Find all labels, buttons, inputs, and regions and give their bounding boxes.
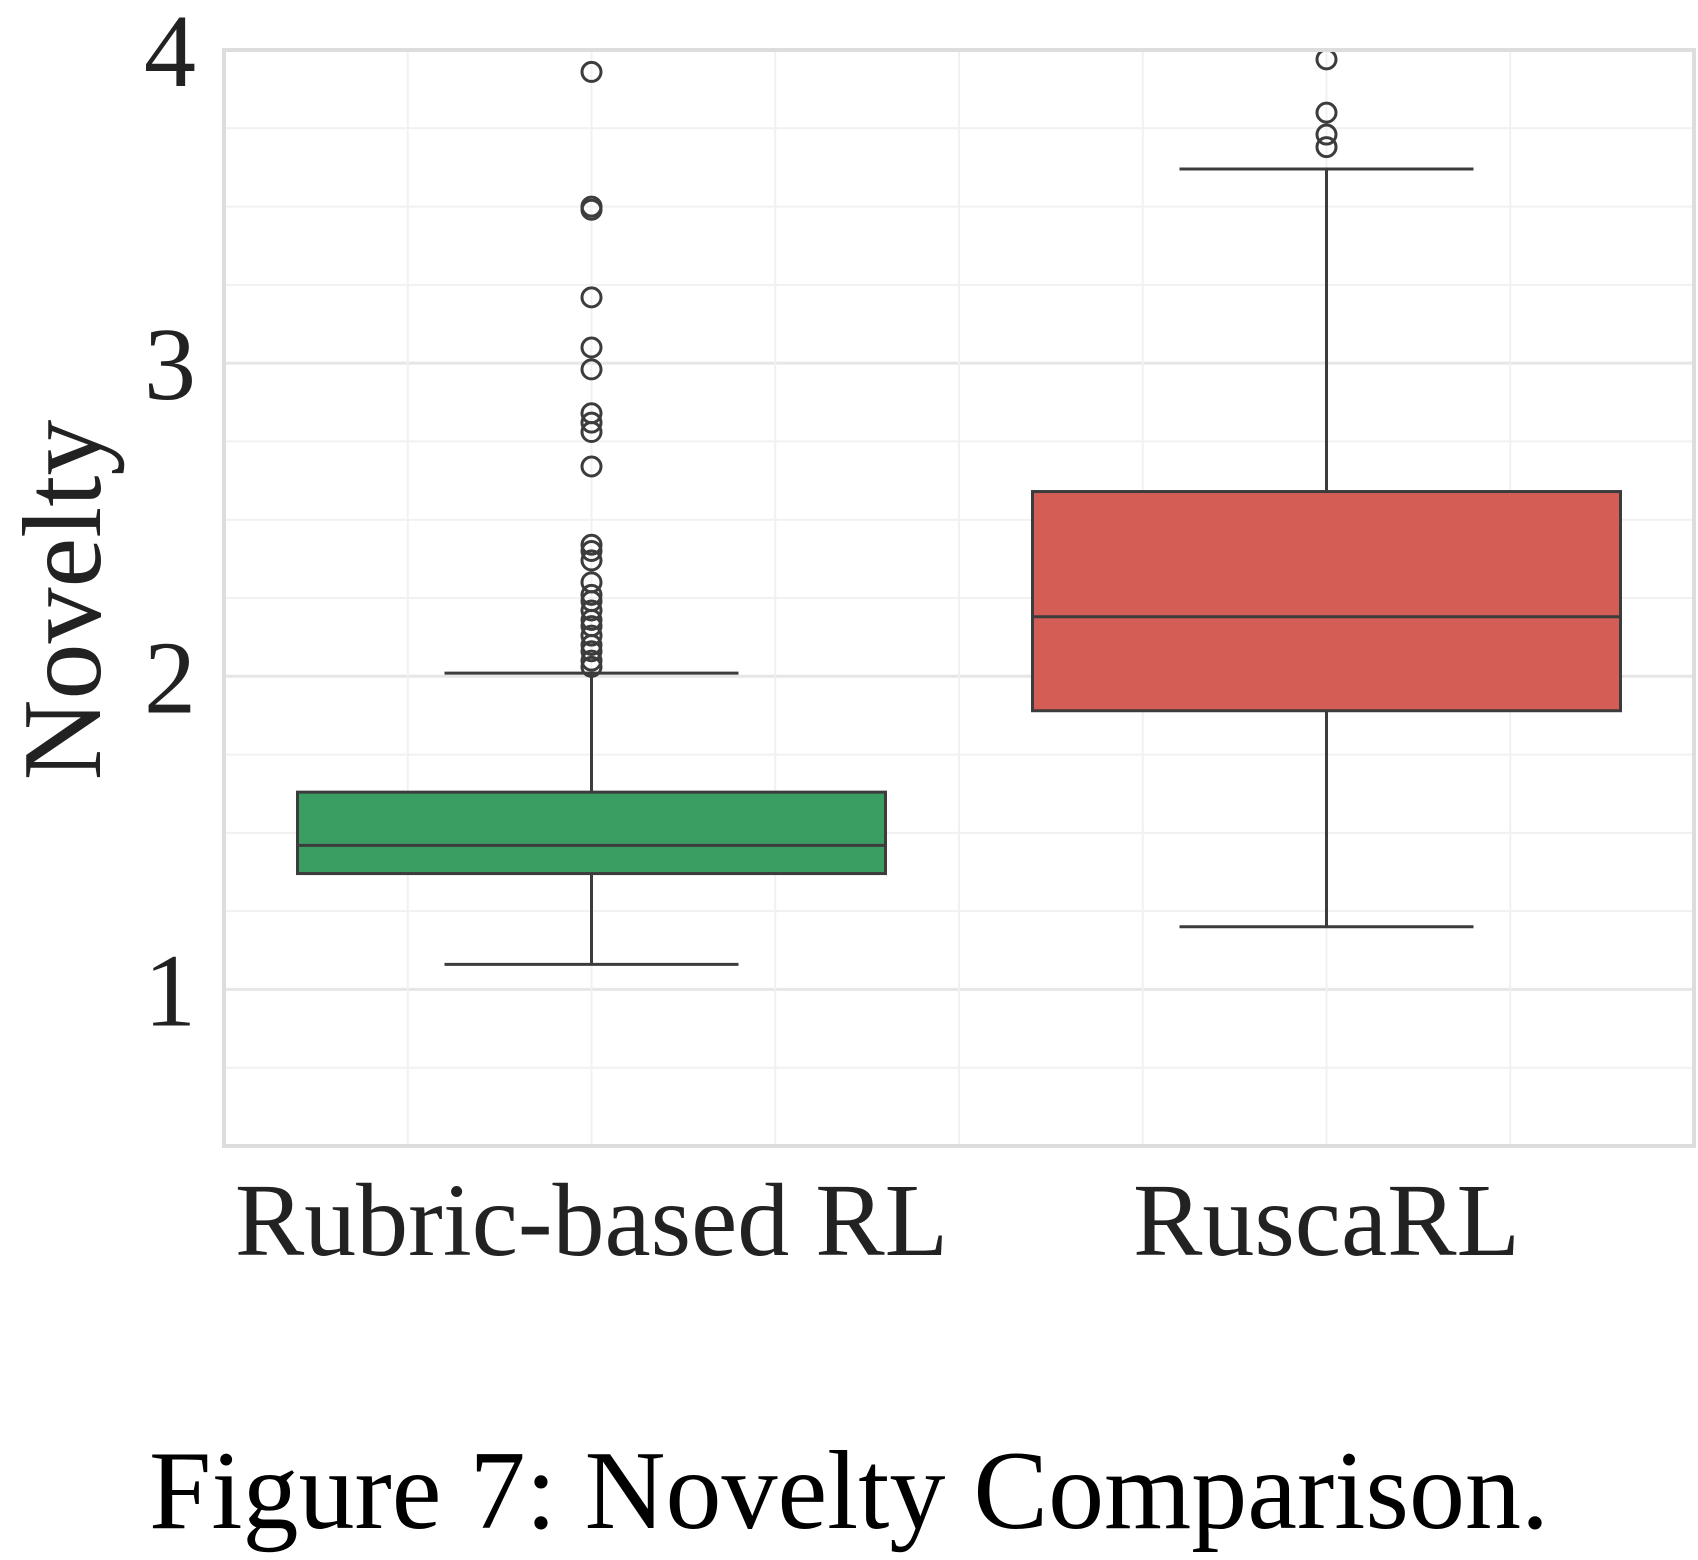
- outlier-point: [580, 640, 603, 663]
- outlier-point: [580, 358, 603, 381]
- outlier-point: [580, 60, 603, 83]
- box-iqr: [1031, 490, 1622, 713]
- y-tick-label: 1: [144, 933, 196, 1048]
- box-0: [296, 60, 887, 966]
- outlier-point: [1315, 136, 1338, 159]
- x-category-label: Rubric-based RL: [235, 1163, 948, 1278]
- plot-frame: [222, 48, 1696, 1148]
- outlier-point: [580, 286, 603, 309]
- box-iqr: [296, 790, 887, 876]
- outlier-point: [580, 540, 603, 563]
- outlier-point: [580, 421, 603, 444]
- outlier-point: [580, 608, 603, 631]
- y-tick-label: 3: [144, 307, 196, 422]
- outlier-point: [580, 336, 603, 359]
- outlier-point: [580, 649, 603, 672]
- outlier-point: [580, 198, 603, 221]
- y-tick-label: 4: [144, 0, 196, 109]
- box-1: [1031, 48, 1622, 929]
- y-tick-label: 2: [144, 620, 196, 735]
- outlier-point: [580, 599, 603, 622]
- outlier-point: [580, 411, 603, 434]
- outlier-point: [580, 549, 603, 572]
- outlier-point: [580, 533, 603, 556]
- y-tick-labels: 1 2 3 4: [144, 0, 196, 1048]
- outlier-point: [580, 624, 603, 647]
- outlier-point: [1315, 123, 1338, 146]
- outlier-point: [580, 455, 603, 478]
- x-category-labels: Rubric-based RL RuscaRL: [235, 1163, 1520, 1278]
- outlier-point: [1315, 101, 1338, 124]
- outlier-point: [580, 655, 603, 678]
- outlier-point: [580, 583, 603, 606]
- x-category-label: RuscaRL: [1133, 1163, 1520, 1278]
- outlier-point: [580, 633, 603, 656]
- figure-caption: Figure 7: Novelty Comparison.: [149, 1429, 1549, 1553]
- y-axis-title: Novelty: [1, 420, 125, 781]
- box-series: [296, 48, 1622, 966]
